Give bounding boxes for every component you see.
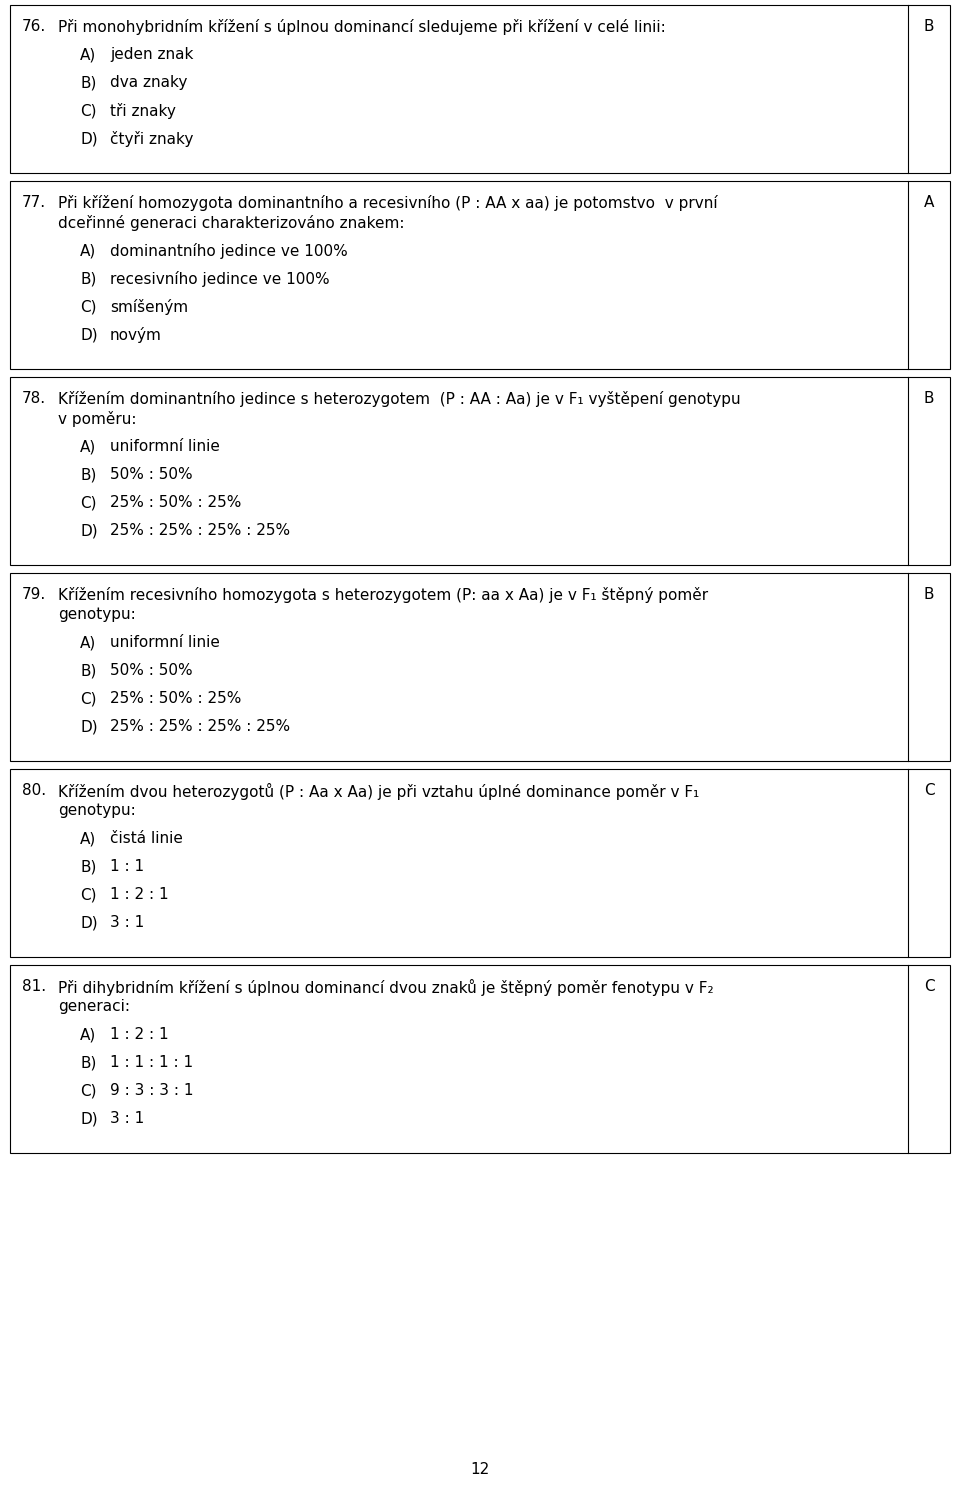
Text: A): A): [80, 1026, 96, 1041]
Text: generaci:: generaci:: [58, 999, 130, 1014]
Text: C): C): [80, 887, 97, 902]
Text: novým: novým: [110, 327, 162, 344]
Text: 81.: 81.: [22, 979, 46, 994]
Text: 80.: 80.: [22, 783, 46, 798]
Text: 50% : 50%: 50% : 50%: [110, 663, 193, 678]
Text: 1 : 2 : 1: 1 : 2 : 1: [110, 887, 169, 902]
Text: C): C): [80, 103, 97, 118]
Text: A): A): [80, 439, 96, 454]
Bar: [10, 181, 950, 369]
Text: B): B): [80, 270, 96, 285]
Text: B: B: [924, 391, 934, 406]
Text: Při křížení homozygota dominantního a recesivního (P : AA x aa) je potomstvo  v : Při křížení homozygota dominantního a re…: [58, 196, 718, 211]
Text: C): C): [80, 1083, 97, 1098]
Bar: [10, 965, 950, 1153]
Text: 50% : 50%: 50% : 50%: [110, 468, 193, 483]
Text: B: B: [924, 19, 934, 34]
Text: D): D): [80, 1112, 98, 1126]
Text: D): D): [80, 719, 98, 734]
Text: 9 : 3 : 3 : 1: 9 : 3 : 3 : 1: [110, 1083, 194, 1098]
Text: 12: 12: [470, 1463, 490, 1478]
Text: C: C: [924, 783, 934, 798]
Text: 25% : 50% : 25%: 25% : 50% : 25%: [110, 495, 241, 509]
Text: dceřinné generaci charakterizováno znakem:: dceřinné generaci charakterizováno znake…: [58, 215, 404, 232]
Bar: [10, 376, 950, 565]
Text: 76.: 76.: [22, 19, 46, 34]
Text: 1 : 1: 1 : 1: [110, 859, 144, 874]
Text: C): C): [80, 299, 97, 314]
Text: D): D): [80, 327, 98, 342]
Text: A: A: [924, 196, 934, 211]
Text: B): B): [80, 859, 96, 874]
Text: B: B: [924, 587, 934, 602]
Text: smíšeným: smíšeným: [110, 299, 188, 315]
Text: D): D): [80, 523, 98, 538]
Text: B): B): [80, 75, 96, 90]
Text: C): C): [80, 692, 97, 707]
Text: A): A): [80, 831, 96, 846]
Text: 25% : 25% : 25% : 25%: 25% : 25% : 25% : 25%: [110, 719, 290, 734]
Text: 25% : 25% : 25% : 25%: 25% : 25% : 25% : 25%: [110, 523, 290, 538]
Text: 3 : 1: 3 : 1: [110, 1112, 144, 1126]
Text: uniformní linie: uniformní linie: [110, 635, 220, 650]
Text: genotypu:: genotypu:: [58, 607, 135, 622]
Text: recesivního jedince ve 100%: recesivního jedince ve 100%: [110, 270, 329, 287]
Text: Při dihybridním křížení s úplnou dominancí dvou znaků je štěpný poměr fenotypu v: Při dihybridním křížení s úplnou dominan…: [58, 979, 713, 996]
Text: D): D): [80, 914, 98, 929]
Text: tři znaky: tři znaky: [110, 103, 176, 120]
Text: B): B): [80, 468, 96, 483]
Text: A): A): [80, 46, 96, 61]
Text: D): D): [80, 131, 98, 146]
Text: jeden znak: jeden znak: [110, 46, 193, 61]
Text: 77.: 77.: [22, 196, 46, 211]
Text: v poměru:: v poměru:: [58, 411, 136, 427]
Text: čtyři znaky: čtyři znaky: [110, 131, 193, 146]
Text: B): B): [80, 1055, 96, 1070]
Text: čistá linie: čistá linie: [110, 831, 182, 846]
Text: Při monohybridním křížení s úplnou dominancí sledujeme při křížení v celé linii:: Při monohybridním křížení s úplnou domin…: [58, 19, 665, 34]
Bar: [10, 4, 950, 173]
Text: C: C: [924, 979, 934, 994]
Text: 1 : 1 : 1 : 1: 1 : 1 : 1 : 1: [110, 1055, 193, 1070]
Text: B): B): [80, 663, 96, 678]
Text: A): A): [80, 244, 96, 258]
Text: 25% : 50% : 25%: 25% : 50% : 25%: [110, 692, 241, 707]
Text: Křížením dvou heterozygotů (P : Aa x Aa) je při vztahu úplné dominance poměr v F: Křížením dvou heterozygotů (P : Aa x Aa)…: [58, 783, 699, 799]
Text: 3 : 1: 3 : 1: [110, 914, 144, 929]
Text: dva znaky: dva znaky: [110, 75, 187, 90]
Text: A): A): [80, 635, 96, 650]
Text: genotypu:: genotypu:: [58, 802, 135, 819]
Text: Křížením dominantního jedince s heterozygotem  (P : AA : Aa) je v F₁ vyštěpení g: Křížením dominantního jedince s heterozy…: [58, 391, 740, 406]
Text: 78.: 78.: [22, 391, 46, 406]
Text: Křížením recesivního homozygota s heterozygotem (P: aa x Aa) je v F₁ štěpný pomě: Křížením recesivního homozygota s hetero…: [58, 587, 708, 604]
Text: dominantního jedince ve 100%: dominantního jedince ve 100%: [110, 244, 348, 258]
Text: 1 : 2 : 1: 1 : 2 : 1: [110, 1026, 169, 1041]
Text: uniformní linie: uniformní linie: [110, 439, 220, 454]
Bar: [10, 769, 950, 958]
Text: C): C): [80, 495, 97, 509]
Text: 79.: 79.: [22, 587, 46, 602]
Bar: [10, 574, 950, 760]
